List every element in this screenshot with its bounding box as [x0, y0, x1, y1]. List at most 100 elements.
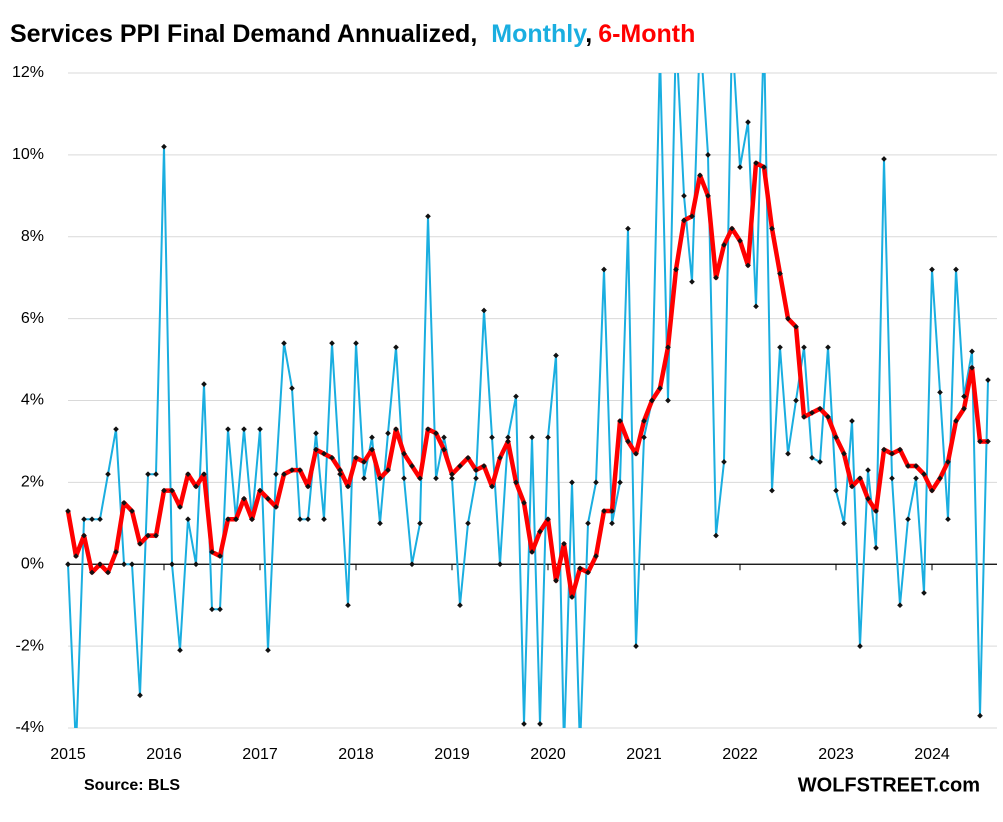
marker [553, 352, 559, 359]
marker [489, 434, 495, 441]
marker [569, 479, 575, 486]
marker [841, 520, 847, 527]
marker [729, 225, 735, 232]
marker [545, 434, 551, 441]
marker [601, 266, 607, 273]
marker [225, 516, 231, 523]
marker [105, 569, 111, 576]
marker [281, 340, 287, 347]
marker [697, 172, 703, 179]
marker [361, 475, 367, 482]
marker [273, 504, 279, 510]
marker [529, 434, 535, 441]
marker [753, 303, 759, 310]
marker [945, 459, 951, 465]
marker [265, 647, 271, 654]
x-tick-label: 2022 [722, 746, 758, 763]
marker [449, 471, 455, 478]
marker [449, 475, 455, 482]
marker [681, 192, 687, 199]
marker [905, 463, 911, 469]
x-tick-label: 2016 [146, 746, 182, 763]
marker [553, 577, 559, 584]
marker [465, 520, 471, 527]
marker [577, 565, 583, 572]
marker [721, 459, 727, 465]
marker [457, 602, 463, 609]
marker [417, 475, 423, 482]
marker [865, 495, 871, 502]
marker [745, 262, 751, 269]
marker [977, 438, 983, 445]
marker [681, 217, 687, 224]
marker [537, 528, 543, 535]
marker [793, 323, 799, 330]
marker [513, 479, 519, 486]
marker [689, 278, 695, 285]
marker [217, 606, 223, 613]
marker [409, 561, 415, 568]
marker [137, 540, 143, 547]
marker [641, 434, 647, 441]
marker [249, 516, 255, 523]
marker [937, 475, 943, 482]
marker [457, 463, 463, 469]
marker [417, 520, 423, 527]
marker [697, 29, 703, 35]
marker [209, 549, 215, 555]
marker [321, 516, 327, 523]
marker [625, 438, 631, 445]
marker [729, 29, 735, 35]
marker [65, 561, 71, 568]
marker [713, 532, 719, 539]
marker [617, 479, 623, 486]
marker [497, 561, 503, 568]
marker [825, 414, 831, 420]
marker [337, 467, 343, 473]
marker [97, 561, 103, 568]
marker [321, 450, 327, 457]
marker [593, 553, 599, 559]
marker [921, 471, 927, 478]
marker [433, 475, 439, 482]
marker [713, 274, 719, 281]
marker [561, 540, 567, 547]
marker [777, 344, 783, 351]
marker [537, 721, 543, 727]
marker [193, 483, 199, 490]
marker [545, 516, 551, 523]
marker [393, 344, 399, 351]
marker [785, 315, 791, 322]
marker [521, 721, 527, 727]
marker [289, 385, 295, 392]
source: Source: BLS [84, 777, 180, 794]
marker [89, 516, 95, 523]
y-tick-label: 4% [21, 392, 44, 409]
marker [889, 475, 895, 482]
marker [377, 520, 383, 527]
marker [369, 434, 375, 441]
y-tick-label: -4% [16, 719, 44, 736]
marker [913, 463, 919, 469]
marker [89, 569, 95, 576]
marker [937, 389, 943, 396]
marker [385, 430, 391, 437]
marker [569, 594, 575, 600]
marker [305, 516, 311, 523]
marker [761, 164, 767, 170]
marker [825, 344, 831, 351]
marker [777, 270, 783, 277]
marker [169, 561, 175, 568]
marker [433, 430, 439, 437]
marker [265, 495, 271, 502]
x-tick-label: 2023 [818, 746, 854, 763]
marker [241, 426, 247, 432]
marker [857, 475, 863, 482]
marker [521, 500, 527, 506]
watermark: WOLFSTREET.com [798, 774, 980, 796]
marker [401, 475, 407, 482]
marker [969, 348, 975, 355]
marker [377, 475, 383, 482]
marker [153, 471, 159, 478]
marker [345, 483, 351, 490]
